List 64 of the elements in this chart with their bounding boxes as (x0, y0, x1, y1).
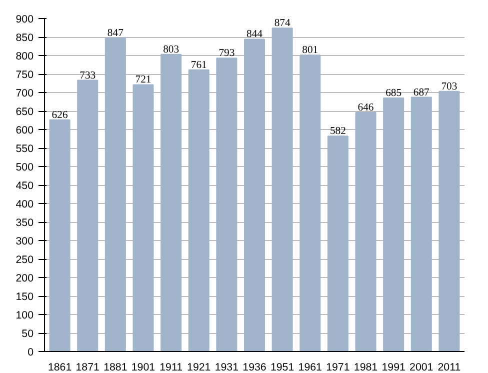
data-label: 844 (246, 29, 264, 40)
y-tick-label: 750 (16, 69, 34, 81)
y-tick-label: 200 (16, 272, 34, 284)
bar (188, 69, 210, 352)
x-tick-label: 1861 (48, 362, 72, 373)
data-label: 801 (302, 45, 318, 56)
data-label: 687 (413, 87, 430, 98)
data-label: 874 (274, 18, 291, 30)
bar (132, 84, 154, 352)
x-tick-label: 1936 (242, 362, 266, 373)
x-tick-label: 2001 (410, 362, 434, 373)
y-tick-label: 700 (16, 88, 34, 100)
y-tick-label: 800 (16, 50, 34, 62)
x-tick-label: 1881 (104, 362, 128, 373)
data-label: 733 (80, 70, 96, 82)
bar (216, 58, 238, 352)
data-label: 721 (135, 74, 152, 86)
y-tick-label: 350 (16, 217, 34, 229)
bar (355, 112, 376, 352)
y-tick-label: 600 (16, 124, 34, 136)
bar (383, 98, 404, 352)
data-label: 646 (358, 102, 374, 114)
x-tick-label: 1961 (298, 362, 322, 373)
x-tick-label: 1911 (160, 362, 183, 373)
bar (272, 28, 293, 352)
x-tick-label: 1951 (270, 362, 294, 373)
data-label: 582 (330, 126, 346, 138)
y-tick-label: 300 (16, 236, 34, 248)
bar (104, 38, 126, 352)
y-tick-label: 100 (16, 310, 34, 322)
x-tick-label: 1901 (131, 362, 156, 373)
x-tick-label: 1931 (214, 362, 239, 373)
x-tick-label: 2011 (438, 362, 461, 373)
data-label: 803 (163, 44, 180, 56)
y-tick-label: 250 (16, 254, 34, 266)
data-label: 761 (190, 60, 207, 71)
bar (49, 119, 70, 352)
x-tick-label: 1871 (76, 362, 100, 373)
y-tick-label: 650 (16, 106, 34, 118)
x-tick-label: 1981 (354, 362, 378, 373)
y-tick-label: 500 (16, 162, 34, 174)
bar (327, 136, 348, 352)
data-label: 685 (386, 88, 402, 100)
y-tick-label: 400 (16, 198, 34, 210)
y-tick-label: 0 (28, 346, 34, 358)
x-tick-label: 1921 (187, 362, 211, 373)
bar (77, 80, 98, 352)
y-tick-label: 900 (16, 14, 34, 26)
data-label: 703 (441, 81, 458, 92)
y-tick-label: 50 (22, 328, 34, 340)
data-label: 847 (107, 28, 124, 40)
bar (244, 38, 266, 352)
y-tick-label: 450 (16, 180, 34, 192)
y-tick-label: 850 (16, 32, 34, 44)
bar (410, 96, 432, 352)
x-tick-label: 1991 (382, 362, 406, 373)
y-tick-label: 150 (16, 291, 34, 303)
x-tick-label: 1971 (326, 362, 350, 373)
data-label: 626 (52, 110, 68, 121)
bar (438, 90, 460, 352)
data-label: 793 (218, 48, 235, 60)
bar (300, 54, 321, 352)
bar (160, 54, 182, 352)
y-tick-label: 550 (16, 143, 34, 155)
